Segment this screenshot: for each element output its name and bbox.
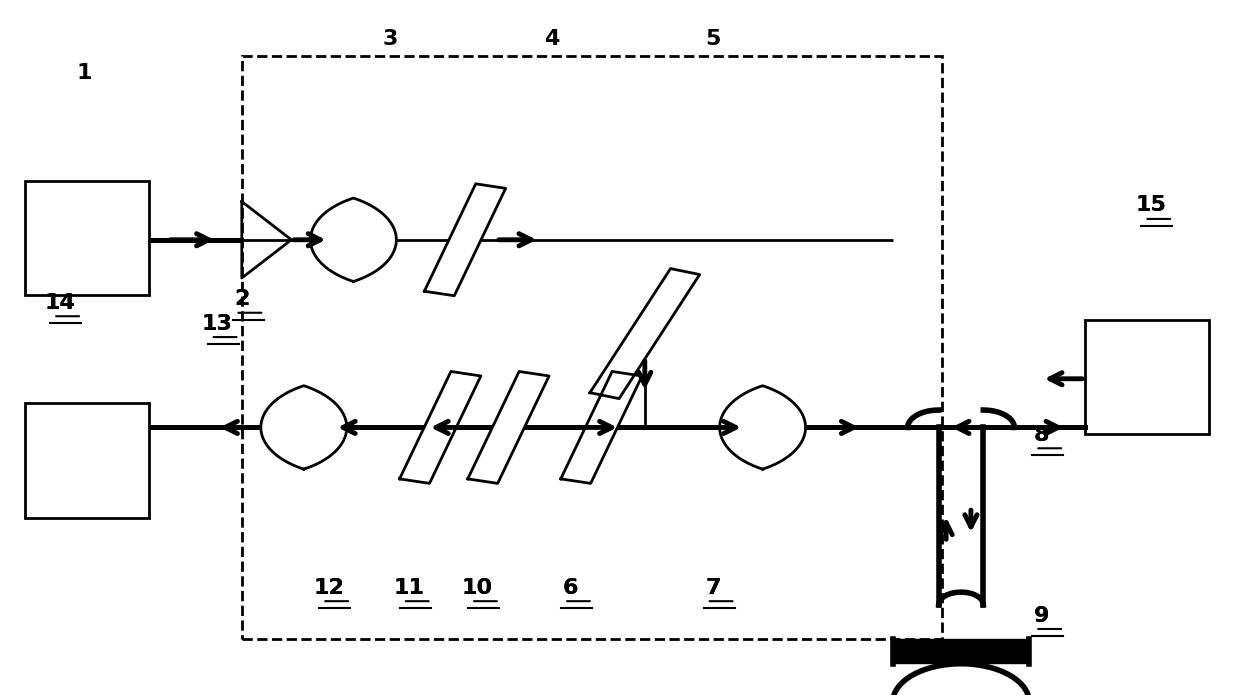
Text: 14: 14	[45, 293, 74, 313]
Text: 15: 15	[1136, 195, 1166, 215]
Polygon shape	[424, 183, 506, 296]
Polygon shape	[895, 639, 1027, 663]
Polygon shape	[560, 371, 642, 484]
Text: 12: 12	[314, 578, 343, 598]
Text: 12: 12	[314, 578, 343, 598]
Bar	[25, 403, 149, 518]
Polygon shape	[590, 268, 699, 399]
Text: 1: 1	[77, 63, 92, 83]
Text: 10: 10	[461, 578, 494, 598]
Text: 13: 13	[202, 313, 232, 334]
Text: 3: 3	[383, 28, 398, 49]
Text: 7: 7	[706, 578, 720, 598]
Bar	[25, 181, 149, 295]
Text: 9: 9	[1034, 605, 1049, 626]
Text: 11: 11	[394, 578, 424, 598]
Bar	[1085, 320, 1209, 434]
Text: 4: 4	[544, 28, 559, 49]
Text: 6: 6	[563, 578, 578, 598]
Text: 6: 6	[563, 578, 578, 598]
Text: 2: 2	[234, 289, 249, 309]
Text: 8: 8	[1034, 425, 1049, 445]
Text: 9: 9	[1034, 605, 1049, 626]
Polygon shape	[719, 386, 806, 469]
Text: 15: 15	[1136, 195, 1166, 215]
Text: 11: 11	[394, 578, 424, 598]
Text: 10: 10	[461, 578, 494, 598]
Text: 7: 7	[706, 578, 720, 598]
Text: 2: 2	[234, 289, 249, 309]
Polygon shape	[260, 386, 347, 469]
Text: 5: 5	[706, 28, 720, 49]
Polygon shape	[467, 371, 549, 484]
Text: 8: 8	[1034, 425, 1049, 445]
Text: 14: 14	[45, 293, 74, 313]
Polygon shape	[399, 371, 481, 484]
Polygon shape	[310, 198, 397, 281]
Text: 13: 13	[202, 313, 232, 334]
